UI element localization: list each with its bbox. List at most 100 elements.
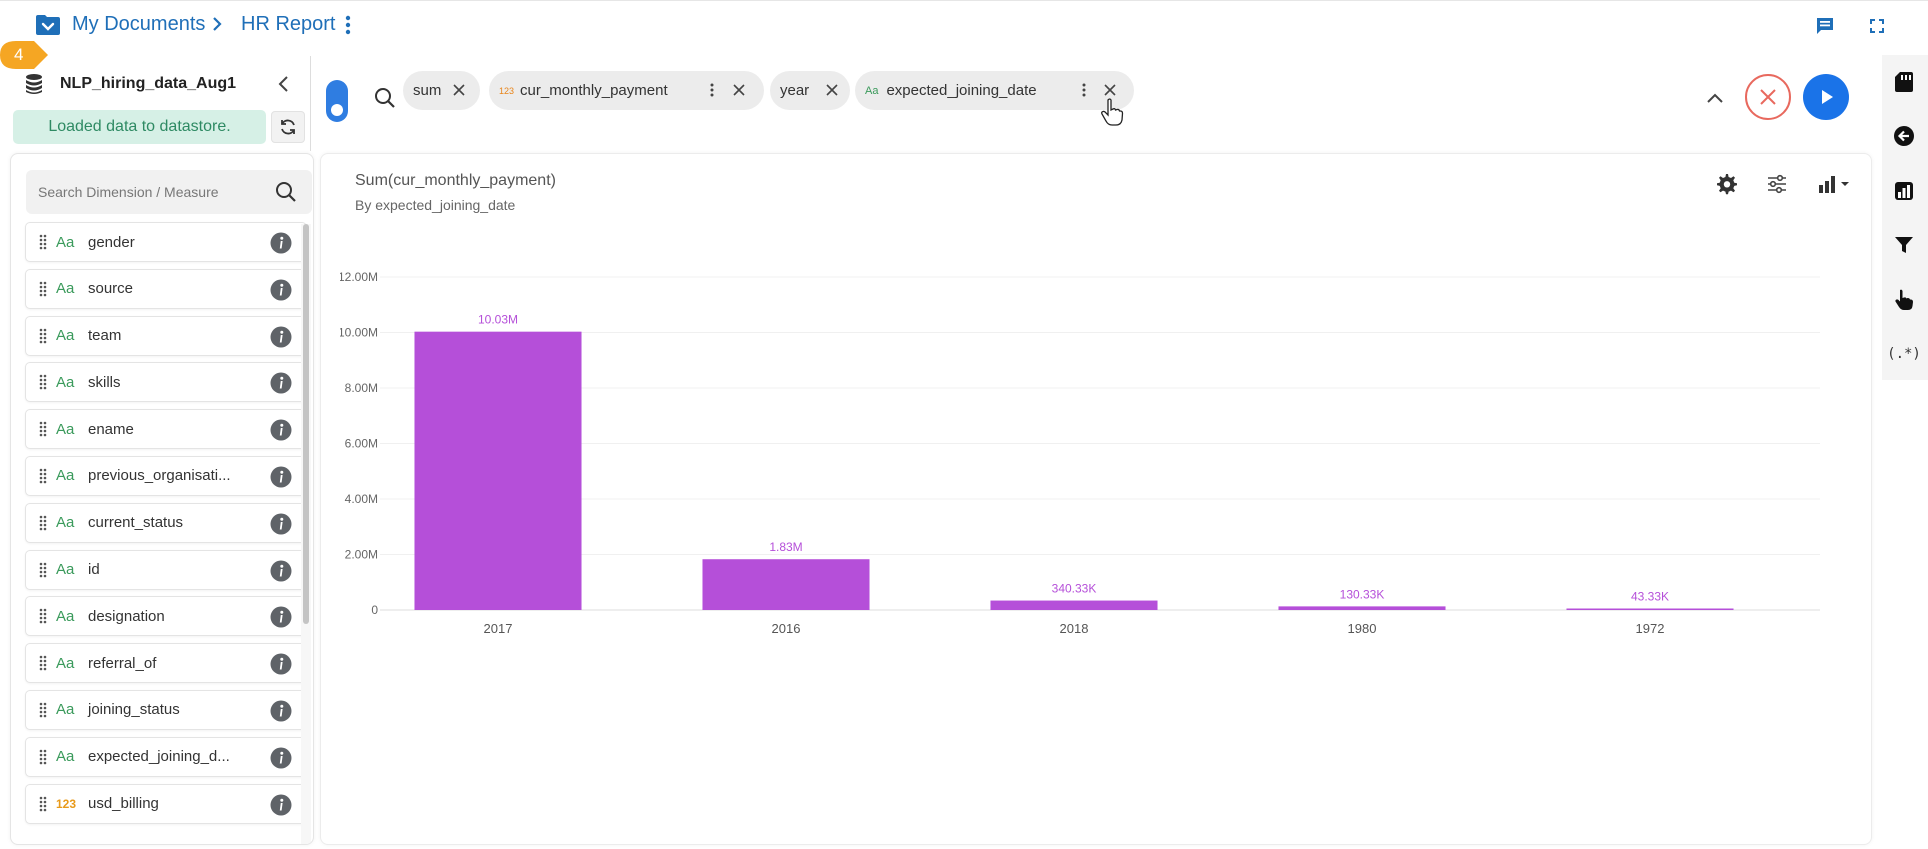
step-badge (0, 41, 48, 69)
info-icon[interactable] (270, 372, 292, 394)
query-chip-expected-joining-date[interactable]: Aa expected_joining_date (855, 71, 1134, 110)
field-item[interactable]: Aa team (25, 315, 307, 356)
bar-1972[interactable] (1566, 608, 1734, 611)
clear-query-button[interactable] (1745, 74, 1791, 120)
database-icon (26, 74, 42, 94)
field-search-input[interactable] (26, 170, 266, 214)
info-icon[interactable] (270, 279, 292, 301)
sliders-icon[interactable] (1765, 172, 1789, 196)
chart-type-dropdown-icon[interactable] (1817, 172, 1851, 196)
dimension-type-icon: Aa (56, 748, 75, 766)
field-item[interactable]: Aa ename (25, 409, 307, 450)
drag-handle-icon[interactable] (38, 795, 48, 813)
chevron-up-icon[interactable] (1703, 86, 1727, 110)
field-item[interactable]: Aa source (25, 268, 307, 309)
field-name: joining_status (88, 701, 180, 719)
query-chip-sum[interactable]: sum (403, 71, 480, 110)
refresh-icon (281, 119, 295, 135)
chart-subtitle: By expected_joining_date (355, 197, 516, 213)
chip-menu-icon[interactable] (1081, 82, 1087, 98)
chip-menu-icon[interactable] (709, 82, 715, 98)
drag-handle-icon[interactable] (38, 654, 48, 672)
report-menu-icon[interactable] (344, 15, 352, 35)
field-item[interactable]: Aa referral_of (25, 643, 307, 684)
x-tick-label: 1972 (1636, 621, 1665, 636)
field-item[interactable]: Aa current_status (25, 502, 307, 543)
mode-toggle[interactable] (326, 80, 348, 122)
field-item[interactable]: Aa expected_joining_d... (25, 736, 307, 777)
bar-1980[interactable] (1278, 606, 1446, 610)
info-icon[interactable] (270, 653, 292, 675)
info-icon[interactable] (270, 513, 292, 535)
drag-handle-icon[interactable] (38, 373, 48, 391)
search-icon[interactable] (274, 180, 298, 204)
panel-divider (310, 56, 311, 151)
query-chip-year[interactable]: year (770, 71, 850, 110)
toggle-knob (331, 104, 343, 116)
info-icon[interactable] (270, 419, 292, 441)
close-icon[interactable] (824, 82, 840, 98)
query-chip-cur-monthly-payment[interactable]: 123 cur_monthly_payment (489, 71, 764, 110)
info-icon[interactable] (270, 700, 292, 722)
bar-2017[interactable] (414, 331, 582, 610)
info-icon[interactable] (270, 747, 292, 769)
field-name: id (88, 561, 100, 579)
bar-2016[interactable] (702, 559, 870, 610)
sd-card-icon[interactable] (1890, 68, 1918, 96)
drag-handle-icon[interactable] (38, 748, 48, 766)
drag-handle-icon[interactable] (38, 233, 48, 251)
dimension-type-icon: Aa (56, 607, 75, 625)
refresh-button[interactable] (271, 111, 305, 143)
info-icon[interactable] (270, 794, 292, 816)
drag-handle-icon[interactable] (38, 327, 48, 345)
fullscreen-icon[interactable] (1866, 15, 1888, 37)
field-item[interactable]: Aa id (25, 549, 307, 590)
field-search (26, 170, 312, 214)
field-item[interactable]: Aa gender (25, 222, 307, 262)
drag-handle-icon[interactable] (38, 701, 48, 719)
close-icon[interactable] (731, 82, 747, 98)
drag-handle-icon[interactable] (38, 280, 48, 298)
info-icon[interactable] (270, 466, 292, 488)
close-icon[interactable] (451, 82, 467, 98)
scrollbar-thumb[interactable] (303, 224, 309, 624)
back-arrow-icon[interactable] (1890, 122, 1918, 150)
chart-properties-icon[interactable] (1890, 177, 1918, 205)
field-item[interactable]: Aa previous_organisati... (25, 455, 307, 496)
comment-icon[interactable] (1814, 15, 1836, 37)
field-item[interactable]: Aa skills (25, 362, 307, 403)
y-tick-label: 2.00M (345, 548, 378, 562)
y-tick-label: 10.00M (340, 326, 378, 340)
folder-dropdown-icon[interactable] (35, 14, 61, 36)
field-item[interactable]: Aa joining_status (25, 689, 307, 730)
y-tick-label: 4.00M (345, 492, 378, 506)
dimension-type-icon: Aa (56, 701, 75, 719)
info-icon[interactable] (270, 560, 292, 582)
close-icon[interactable] (1102, 82, 1118, 98)
field-item[interactable]: 123 usd_billing (25, 783, 307, 824)
info-icon[interactable] (270, 232, 292, 254)
breadcrumb-hr-report[interactable]: HR Report (241, 13, 336, 35)
run-query-button[interactable] (1803, 74, 1849, 120)
interaction-hand-icon[interactable] (1890, 286, 1918, 314)
drag-handle-icon[interactable] (38, 420, 48, 438)
field-item[interactable]: Aa designation (25, 596, 307, 637)
dimension-type-icon: Aa (56, 373, 75, 391)
drag-handle-icon[interactable] (38, 561, 48, 579)
collapse-panel-icon[interactable] (274, 72, 294, 96)
regex-button[interactable]: (.*) (1887, 340, 1921, 368)
dimension-type-icon: Aa (56, 420, 75, 438)
info-icon[interactable] (270, 606, 292, 628)
field-list-scrollbar[interactable] (301, 224, 311, 844)
datasource-name: NLP_hiring_data_Aug1 (60, 75, 237, 92)
drag-handle-icon[interactable] (38, 467, 48, 485)
dimension-type-icon: Aa (56, 561, 75, 579)
info-icon[interactable] (270, 326, 292, 348)
query-search-icon[interactable] (373, 86, 397, 110)
breadcrumb-my-documents[interactable]: My Documents (72, 13, 206, 35)
filter-icon[interactable] (1890, 231, 1918, 259)
gear-icon[interactable] (1714, 172, 1738, 196)
bar-2018[interactable] (990, 600, 1158, 610)
drag-handle-icon[interactable] (38, 607, 48, 625)
drag-handle-icon[interactable] (38, 514, 48, 532)
